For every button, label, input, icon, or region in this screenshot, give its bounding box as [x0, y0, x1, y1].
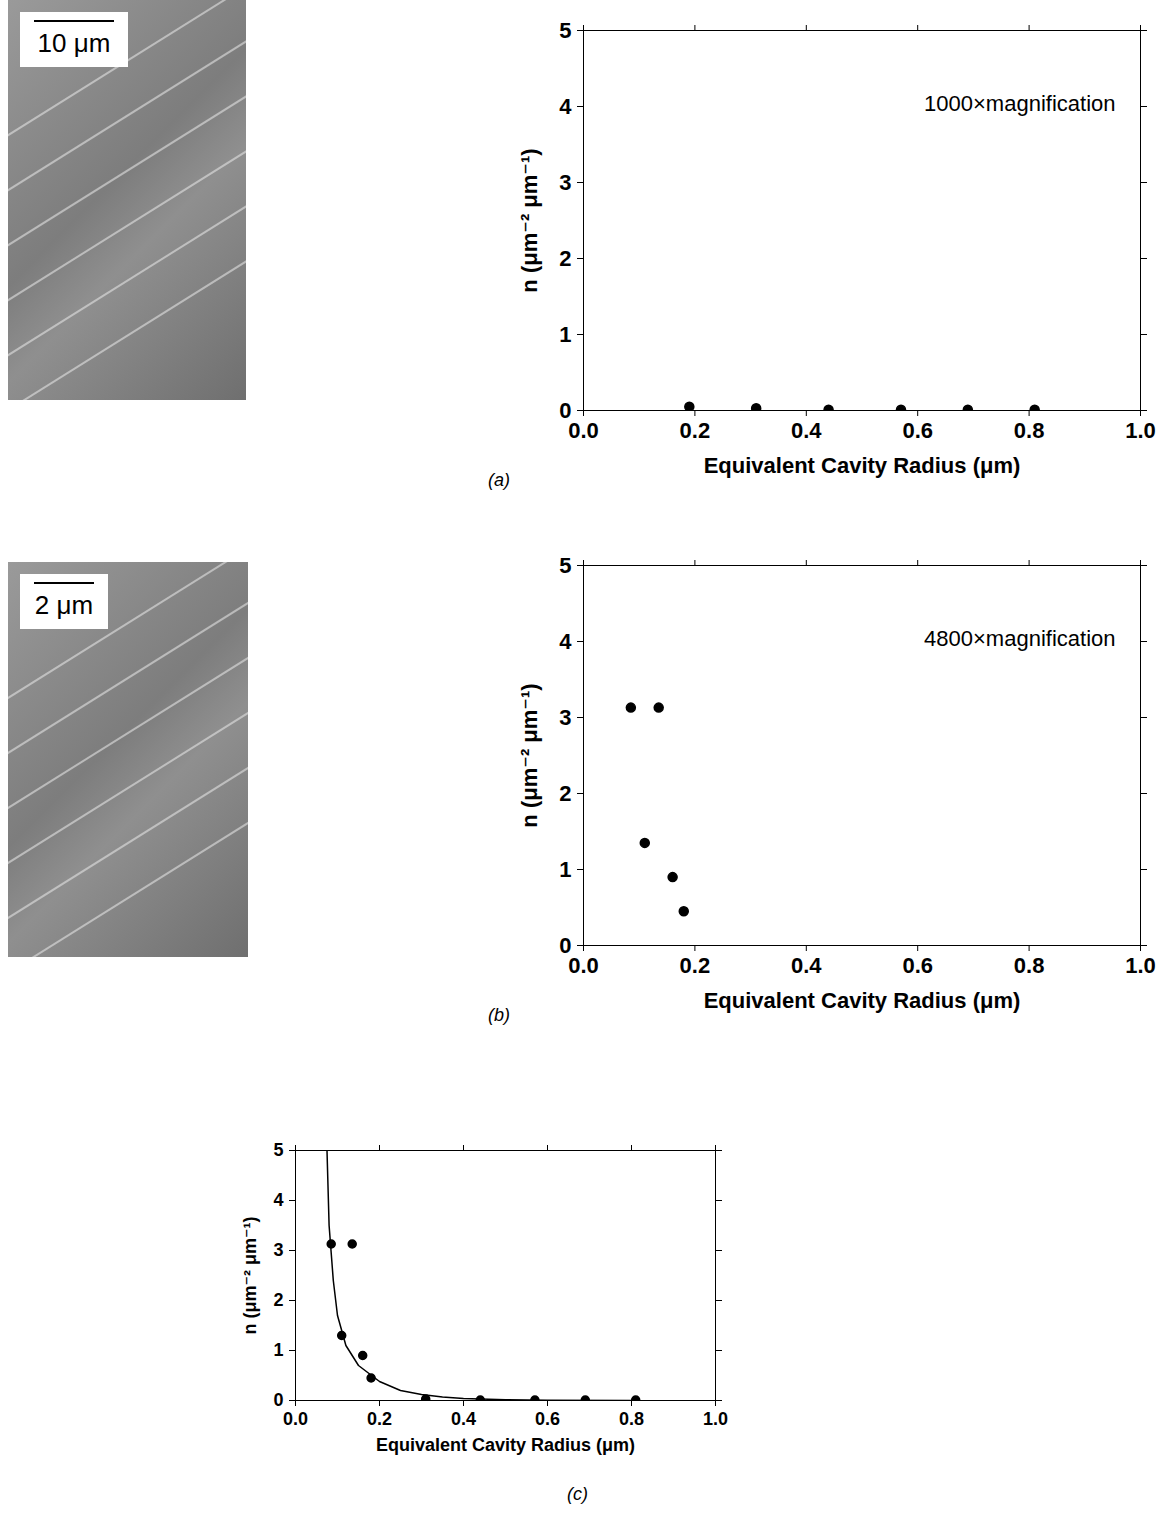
- svg-text:1: 1: [273, 1340, 283, 1360]
- svg-text:0.2: 0.2: [367, 1409, 392, 1429]
- svg-text:0.0: 0.0: [568, 418, 599, 443]
- svg-text:5: 5: [273, 1140, 283, 1160]
- svg-text:1.0: 1.0: [703, 1409, 728, 1429]
- svg-text:0: 0: [559, 398, 571, 423]
- svg-text:3: 3: [273, 1240, 283, 1260]
- svg-text:Equivalent Cavity Radius (μm): Equivalent Cavity Radius (μm): [376, 1435, 635, 1455]
- svg-text:1000×magnification: 1000×magnification: [924, 91, 1115, 116]
- html-text:2 μm: 2 μm: [34, 590, 94, 620]
- svg-text:0.0: 0.0: [568, 953, 599, 978]
- svg-text:0.8: 0.8: [619, 1409, 644, 1429]
- svg-text:0.4: 0.4: [791, 418, 822, 443]
- svg-text:3: 3: [559, 705, 571, 730]
- svg-text:4: 4: [559, 629, 572, 654]
- html-text:(b): (b): [488, 1005, 510, 1025]
- svg-text:n (μm⁻² μm⁻¹): n (μm⁻² μm⁻¹): [517, 683, 542, 827]
- svg-text:5: 5: [559, 18, 571, 43]
- svg-text:4800×magnification: 4800×magnification: [924, 626, 1115, 651]
- svg-text:0.8: 0.8: [1014, 953, 1045, 978]
- svg-text:3: 3: [559, 170, 571, 195]
- svg-text:1.0: 1.0: [1125, 418, 1156, 443]
- svg-text:n (μm⁻² μm⁻¹): n (μm⁻² μm⁻¹): [517, 148, 542, 292]
- svg-text:0.2: 0.2: [680, 418, 711, 443]
- svg-text:5: 5: [559, 553, 571, 578]
- svg-text:0: 0: [273, 1390, 283, 1410]
- svg-text:1.0: 1.0: [1125, 953, 1156, 978]
- svg-text:1: 1: [559, 857, 571, 882]
- html-text:(a): (a): [488, 470, 510, 490]
- svg-text:4: 4: [559, 94, 572, 119]
- svg-text:Equivalent Cavity Radius (μm): Equivalent Cavity Radius (μm): [704, 988, 1021, 1013]
- svg-text:0.0: 0.0: [283, 1409, 308, 1429]
- svg-text:0.2: 0.2: [680, 953, 711, 978]
- svg-text:2: 2: [559, 246, 571, 271]
- svg-text:1: 1: [559, 322, 571, 347]
- svg-text:0.6: 0.6: [902, 418, 933, 443]
- svg-text:4: 4: [273, 1190, 283, 1210]
- svg-text:0.4: 0.4: [791, 953, 822, 978]
- svg-text:0.8: 0.8: [1014, 418, 1045, 443]
- svg-text:2: 2: [273, 1290, 283, 1310]
- svg-text:0.4: 0.4: [451, 1409, 476, 1429]
- svg-text:0.6: 0.6: [902, 953, 933, 978]
- svg-text:0: 0: [559, 933, 571, 958]
- html-text:10 μm: 10 μm: [37, 28, 111, 58]
- svg-text:n (μm⁻² μm⁻¹): n (μm⁻² μm⁻¹): [240, 1216, 260, 1334]
- html-text:(c): (c): [567, 1484, 588, 1504]
- svg-text:Equivalent Cavity Radius (μm): Equivalent Cavity Radius (μm): [704, 453, 1021, 478]
- svg-text:2: 2: [559, 781, 571, 806]
- svg-text:0.6: 0.6: [535, 1409, 560, 1429]
